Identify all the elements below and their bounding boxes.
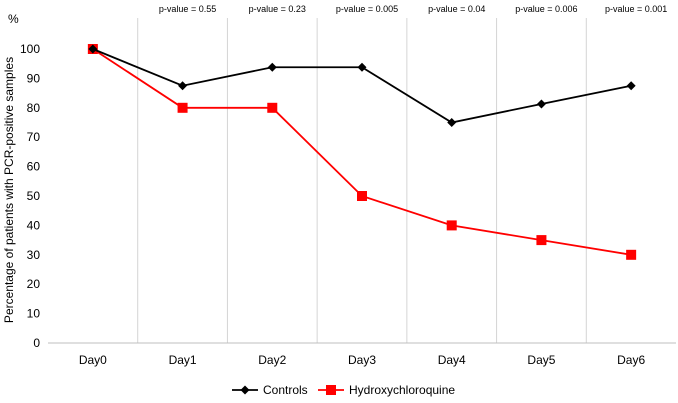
data-point-marker xyxy=(536,99,546,109)
data-point-marker xyxy=(357,191,367,201)
x-tick-label: Day6 xyxy=(617,353,645,367)
p-value-label: p-value = 0.001 xyxy=(605,4,667,14)
legend-item: Controls xyxy=(232,383,308,397)
legend-item: Hydroxychloroquine xyxy=(318,383,455,397)
y-tick-label: 10 xyxy=(27,307,41,321)
data-point-marker xyxy=(177,102,188,113)
p-value-label: p-value = 0.006 xyxy=(515,4,577,14)
data-point-marker xyxy=(626,249,637,260)
data-point-marker xyxy=(536,235,547,246)
y-tick-label: 80 xyxy=(27,101,41,115)
p-value-annotations: p-value = 0.55 p-value = 0.23 p-value = 0.… xyxy=(159,4,667,14)
category-separators xyxy=(137,18,587,343)
y-tick-label: 50 xyxy=(27,189,41,203)
data-point-marker xyxy=(626,81,636,91)
y-tick-label: 30 xyxy=(27,248,41,262)
series-controls xyxy=(88,44,636,127)
data-point-marker xyxy=(447,118,457,127)
p-value-label: p-value = 0.04 xyxy=(428,4,485,14)
data-point-marker xyxy=(446,220,457,231)
legend-label: Controls xyxy=(263,383,308,397)
p-value-label: p-value = 0.23 xyxy=(249,4,306,14)
x-tick-label: Day2 xyxy=(258,353,286,367)
y-tick-label: 20 xyxy=(27,277,41,291)
x-tick-label: Day0 xyxy=(79,353,107,367)
p-value-label: p-value = 0.005 xyxy=(336,4,398,14)
legend-marker xyxy=(240,385,250,395)
y-tick-label: 70 xyxy=(27,130,41,144)
y-tick-label: 0 xyxy=(33,336,40,350)
series-layer xyxy=(87,44,637,260)
x-tick-label: Day1 xyxy=(169,353,197,367)
y-tick-label: 40 xyxy=(27,218,41,232)
y-axis-title: Percentage of patients with PCR-positive… xyxy=(2,57,16,323)
legend-label: Hydroxychloroquine xyxy=(349,383,455,397)
series-line xyxy=(92,48,632,124)
x-tick-label: Day4 xyxy=(438,353,466,367)
y-tick-label: 60 xyxy=(27,160,41,174)
x-tick-label: Day3 xyxy=(348,353,376,367)
data-point-marker xyxy=(357,62,367,72)
series-line xyxy=(92,48,632,256)
y-axis-unit: % xyxy=(8,12,19,26)
x-axis: Day0 Day1 Day2 Day3 Day4 Day5 Day6 xyxy=(48,342,676,367)
data-point-marker xyxy=(88,44,98,54)
y-axis: 0 10 20 30 40 50 60 70 80 90 100 xyxy=(20,42,40,350)
data-point-marker xyxy=(267,62,277,72)
data-point-marker xyxy=(178,81,188,91)
p-value-label: p-value = 0.55 xyxy=(159,4,216,14)
y-tick-label: 100 xyxy=(20,42,40,56)
legend: Controls Hydroxychloroquine xyxy=(232,383,455,397)
series-hydroxychloroquine xyxy=(87,44,637,260)
y-tick-label: 90 xyxy=(27,71,41,85)
legend-marker xyxy=(326,385,336,395)
data-point-marker xyxy=(267,102,278,113)
x-tick-label: Day5 xyxy=(527,353,555,367)
